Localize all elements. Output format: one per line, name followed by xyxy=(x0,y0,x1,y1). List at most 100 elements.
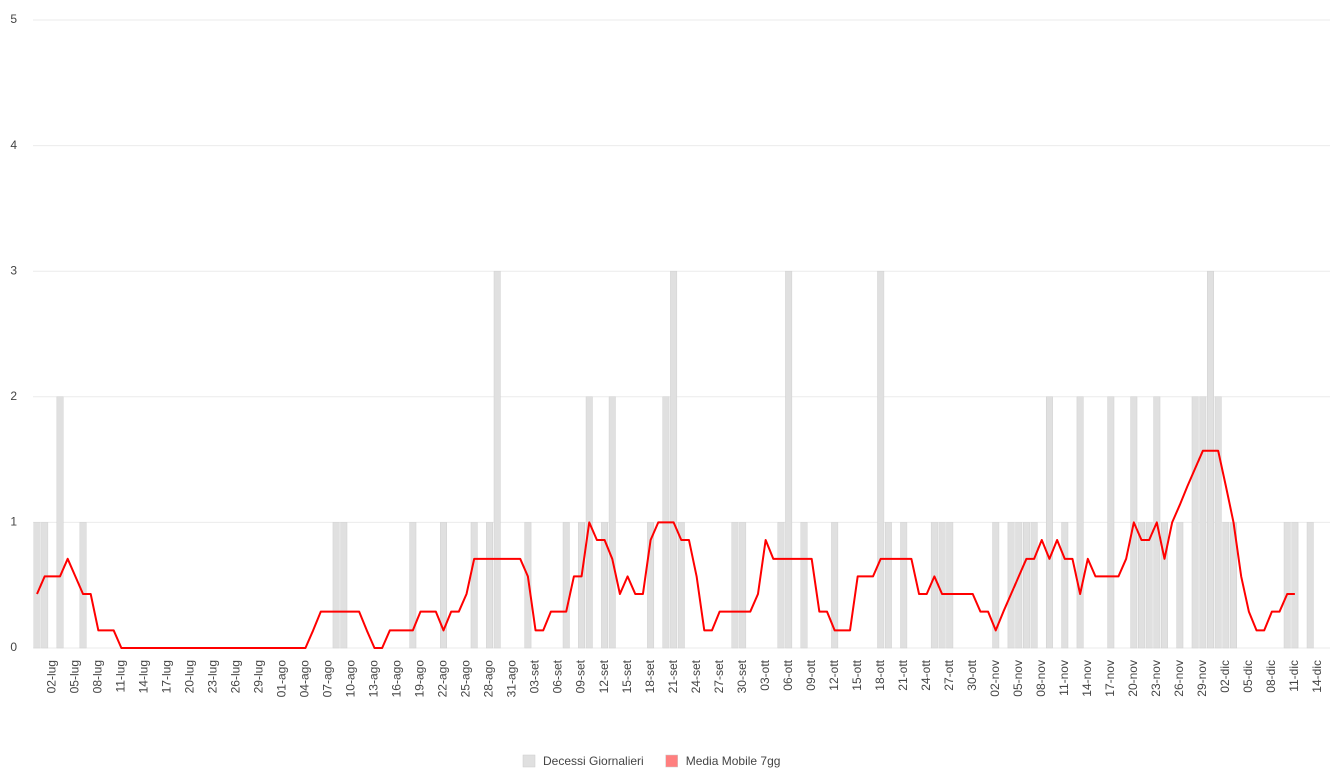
x-tick-label: 05-nov xyxy=(1011,660,1025,697)
x-tick-label: 19-ago xyxy=(413,660,427,698)
bar xyxy=(1045,396,1053,649)
bar xyxy=(1007,522,1015,649)
bar xyxy=(409,522,417,649)
x-tick-label: 17-lug xyxy=(160,660,174,693)
x-tick-label: 20-nov xyxy=(1126,660,1140,697)
x-tick-label: 16-ago xyxy=(390,660,404,698)
bar xyxy=(33,522,41,649)
y-tick-label: 5 xyxy=(10,12,17,26)
bar xyxy=(332,522,340,649)
x-tick-label: 11-dic xyxy=(1287,660,1301,692)
bar xyxy=(79,522,87,649)
bar xyxy=(1138,522,1145,649)
bar xyxy=(493,270,501,649)
bar xyxy=(1207,270,1214,649)
x-tick-label: 23-nov xyxy=(1149,660,1163,697)
x-tick-label: 23-lug xyxy=(206,660,220,693)
x-tick-label: 10-ago xyxy=(344,660,358,698)
x-tick-label: 02-nov xyxy=(988,660,1002,697)
x-tick-label: 18-set xyxy=(643,659,657,693)
bar xyxy=(1199,396,1207,649)
bar xyxy=(524,522,532,649)
bar xyxy=(877,270,885,649)
bar xyxy=(785,270,793,649)
bar xyxy=(992,522,1000,649)
x-tick-label: 29-lug xyxy=(252,660,266,693)
x-tick-label: 26-nov xyxy=(1172,660,1186,697)
x-tick-label: 08-dic xyxy=(1264,660,1278,693)
bar xyxy=(647,522,655,649)
x-tick-label: 15-ott xyxy=(850,659,864,690)
bar xyxy=(1076,396,1084,649)
bar xyxy=(777,522,785,649)
x-tick-label: 14-lug xyxy=(137,660,151,693)
x-tick-label: 08-nov xyxy=(1034,660,1048,697)
x-tick-label: 21-set xyxy=(666,659,680,693)
x-tick-label: 29-nov xyxy=(1195,660,1209,697)
legend-swatch xyxy=(665,754,678,768)
legend-label: Decessi Giornalieri xyxy=(543,754,644,768)
legend: Decessi Giornalieri Media Mobile 7gg xyxy=(522,754,781,768)
x-tick-label: 27-set xyxy=(712,659,726,693)
bar xyxy=(731,522,739,649)
bar xyxy=(56,396,64,649)
x-tick-label: 15-set xyxy=(620,659,634,693)
bar xyxy=(946,522,954,649)
x-tick-label: 30-ott xyxy=(965,659,979,690)
x-tick-label: 27-ott xyxy=(942,659,956,690)
x-tick-label: 05-dic xyxy=(1241,660,1255,693)
bar xyxy=(1283,522,1291,649)
bar xyxy=(1022,522,1030,649)
x-tick-label: 12-ott xyxy=(827,659,841,690)
legend-label: Media Mobile 7gg xyxy=(686,754,781,768)
x-tick-label: 02-lug xyxy=(45,660,59,693)
bar xyxy=(1145,522,1153,649)
bar xyxy=(1214,396,1222,649)
x-tick-label: 03-ott xyxy=(758,659,772,690)
x-tick-label: 09-set xyxy=(574,659,588,693)
x-tick-label: 22-ago xyxy=(436,660,450,698)
x-tick-label: 26-lug xyxy=(229,660,243,693)
bar xyxy=(1222,522,1230,649)
x-tick-label: 07-ago xyxy=(321,660,335,698)
bar xyxy=(831,522,839,649)
bar xyxy=(562,522,570,649)
bar xyxy=(486,522,493,649)
x-tick-label: 14-nov xyxy=(1080,660,1094,697)
x-tick-label: 21-ott xyxy=(896,659,910,690)
x-tick-label: 02-dic xyxy=(1218,660,1232,693)
x-tick-label: 11-nov xyxy=(1057,660,1071,696)
y-tick-label: 2 xyxy=(10,389,17,403)
x-tick-label: 17-nov xyxy=(1103,660,1117,697)
bar xyxy=(340,522,348,649)
x-tick-label: 06-ott xyxy=(781,659,795,690)
line xyxy=(36,449,1295,649)
bar xyxy=(440,522,447,649)
bar xyxy=(578,522,586,649)
bar xyxy=(930,522,938,649)
y-tick-label: 0 xyxy=(10,640,17,654)
bar xyxy=(800,522,808,649)
bar xyxy=(884,522,892,649)
x-tick-label: 06-set xyxy=(551,659,565,693)
bar xyxy=(1015,522,1023,649)
bar xyxy=(670,270,678,649)
legend-swatch xyxy=(522,754,536,768)
x-tick-label: 20-lug xyxy=(183,660,197,693)
x-tick-label: 31-ago xyxy=(505,660,519,698)
x-tick-label: 24-set xyxy=(689,659,703,693)
bar xyxy=(608,396,616,649)
bar xyxy=(1161,522,1168,649)
bar xyxy=(601,522,609,649)
y-tick-label: 1 xyxy=(10,515,17,529)
bar xyxy=(470,522,478,649)
x-tick-label: 30-set xyxy=(735,659,749,693)
x-tick-label: 12-set xyxy=(597,659,611,693)
bar xyxy=(677,522,685,649)
x-tick-label: 14-dic xyxy=(1310,660,1324,693)
bar xyxy=(1306,522,1314,649)
bar xyxy=(739,522,747,649)
x-tick-label: 13-ago xyxy=(367,660,381,698)
x-tick-label: 04-ago xyxy=(298,660,312,698)
